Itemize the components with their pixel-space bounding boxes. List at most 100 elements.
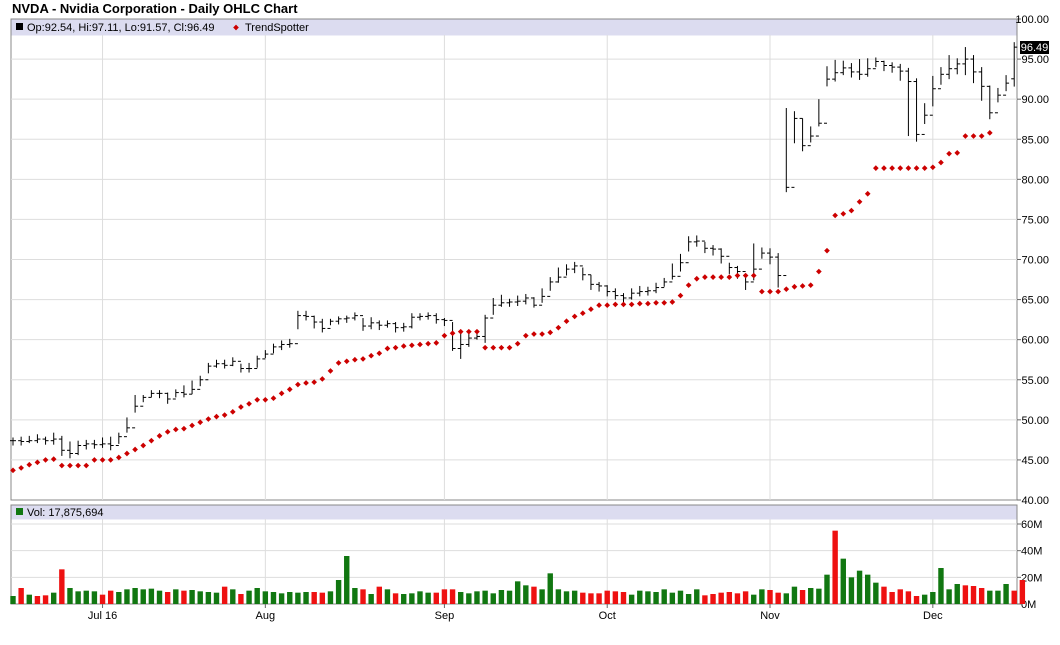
volume-bar bbox=[742, 591, 749, 604]
volume-bar bbox=[83, 590, 89, 604]
volume-bar bbox=[840, 558, 846, 604]
ohlc-bar bbox=[34, 434, 41, 444]
ohlc-bar bbox=[164, 392, 171, 404]
trendspotter-point bbox=[75, 462, 81, 469]
ohlc-bar bbox=[539, 288, 546, 306]
volume-bar bbox=[661, 589, 667, 604]
trendspotter-point bbox=[172, 426, 179, 433]
volume-bar bbox=[588, 593, 594, 604]
trendspotter-point bbox=[807, 282, 814, 288]
volume-bar bbox=[718, 592, 724, 604]
trendspotter-point bbox=[457, 328, 464, 335]
trendspotter-point bbox=[295, 381, 301, 388]
ohlc-bar bbox=[775, 253, 782, 288]
trendspotter-point bbox=[140, 442, 147, 449]
volume-bar bbox=[946, 589, 952, 604]
trendspotter-point bbox=[522, 332, 529, 339]
trendspotter-point bbox=[579, 310, 586, 317]
volume-bar bbox=[458, 592, 464, 604]
volume-bar bbox=[433, 592, 439, 604]
trendspotter-point bbox=[905, 165, 912, 171]
volume-bar bbox=[287, 592, 293, 604]
trendspotter-point bbox=[539, 331, 545, 337]
trendspotter-point bbox=[848, 207, 855, 214]
trendspotter-point bbox=[816, 268, 822, 275]
ohlc-bar bbox=[840, 60, 847, 76]
trendspotter-point bbox=[563, 318, 570, 325]
ohlc-legend-swatch bbox=[16, 23, 23, 30]
volume-bar bbox=[213, 592, 220, 604]
trendspotter-point bbox=[954, 150, 961, 156]
trendspotter-point bbox=[197, 419, 204, 426]
trendspotter-point bbox=[156, 433, 163, 439]
price-legend-band bbox=[11, 19, 1017, 36]
volume-bar bbox=[303, 592, 309, 604]
last-price-label: 96.49 bbox=[1021, 42, 1049, 54]
volume-bar bbox=[596, 593, 602, 604]
volume-bar bbox=[930, 592, 936, 604]
ohlc-bar bbox=[132, 394, 139, 429]
trendspotter-point bbox=[425, 340, 431, 347]
volume-bar bbox=[67, 588, 73, 604]
trendspotter-point bbox=[555, 324, 562, 331]
volume-bar bbox=[124, 589, 130, 604]
volume-bar bbox=[352, 588, 358, 604]
volume-bar bbox=[189, 590, 195, 604]
trendspotter-point bbox=[352, 356, 358, 363]
trendspotter-point bbox=[734, 272, 741, 279]
trendspotter-point bbox=[238, 404, 244, 410]
volume-bar bbox=[767, 590, 773, 604]
volume-bar bbox=[531, 586, 537, 604]
volume-bar bbox=[490, 593, 496, 604]
trendspotter-point bbox=[986, 130, 993, 136]
price-tick-label: 60.00 bbox=[1021, 335, 1049, 347]
ohlc-bar bbox=[408, 313, 415, 329]
month-label: Aug bbox=[256, 610, 276, 622]
volume-bar bbox=[384, 589, 391, 604]
volume-bar bbox=[51, 592, 57, 604]
ohlc-bar bbox=[677, 253, 684, 277]
volume-bar bbox=[791, 586, 798, 604]
volume-bar bbox=[466, 593, 472, 604]
trendspotter-point bbox=[938, 159, 944, 166]
trendspotter-point bbox=[702, 274, 708, 280]
trendspotter-point bbox=[67, 462, 73, 469]
ohlc-bar bbox=[327, 318, 334, 329]
volume-bar bbox=[1003, 584, 1009, 604]
ohlc-bar bbox=[18, 436, 25, 446]
month-label: Jul 16 bbox=[88, 610, 117, 622]
volume-bar bbox=[99, 594, 106, 604]
ohlc-bar bbox=[587, 274, 594, 290]
ohlc-bar bbox=[913, 78, 920, 142]
trendspotter-point bbox=[115, 454, 122, 461]
trendspotter-point bbox=[181, 425, 187, 432]
trendspotter-point bbox=[254, 396, 261, 403]
ohlc-bar bbox=[946, 55, 953, 80]
ohlc-bar bbox=[710, 245, 717, 256]
volume-bar bbox=[42, 595, 49, 604]
volume-bar bbox=[278, 593, 285, 604]
trendspotter-point bbox=[612, 301, 619, 308]
trendspotter-point bbox=[474, 328, 480, 335]
trendspotter-point bbox=[221, 412, 228, 418]
trendspotter-point bbox=[531, 331, 537, 337]
ohlc-bar bbox=[653, 282, 660, 294]
ohlc-bar bbox=[262, 350, 269, 360]
volume-bar bbox=[59, 569, 65, 604]
price-tick-label: 80.00 bbox=[1021, 174, 1049, 186]
ohlc-bar bbox=[555, 267, 562, 283]
chart-title: NVDA - Nvidia Corporation - Daily OHLC C… bbox=[12, 1, 298, 16]
price-tick-label: 75.00 bbox=[1021, 214, 1049, 226]
ohlc-bar bbox=[579, 265, 586, 281]
trendspotter-point bbox=[799, 283, 806, 289]
ohlc-bar bbox=[954, 58, 961, 75]
volume-bar bbox=[905, 591, 912, 604]
ohlc-bar bbox=[58, 435, 65, 456]
trendspotter-point bbox=[970, 133, 977, 139]
price-tick-label: 40.00 bbox=[1021, 495, 1049, 507]
volume-bar bbox=[344, 556, 350, 604]
volume-readout: Vol: 17,875,694 bbox=[27, 507, 103, 519]
trendspotter-point bbox=[653, 299, 659, 306]
volume-bar bbox=[620, 592, 627, 604]
trendspotter-point bbox=[482, 344, 488, 351]
